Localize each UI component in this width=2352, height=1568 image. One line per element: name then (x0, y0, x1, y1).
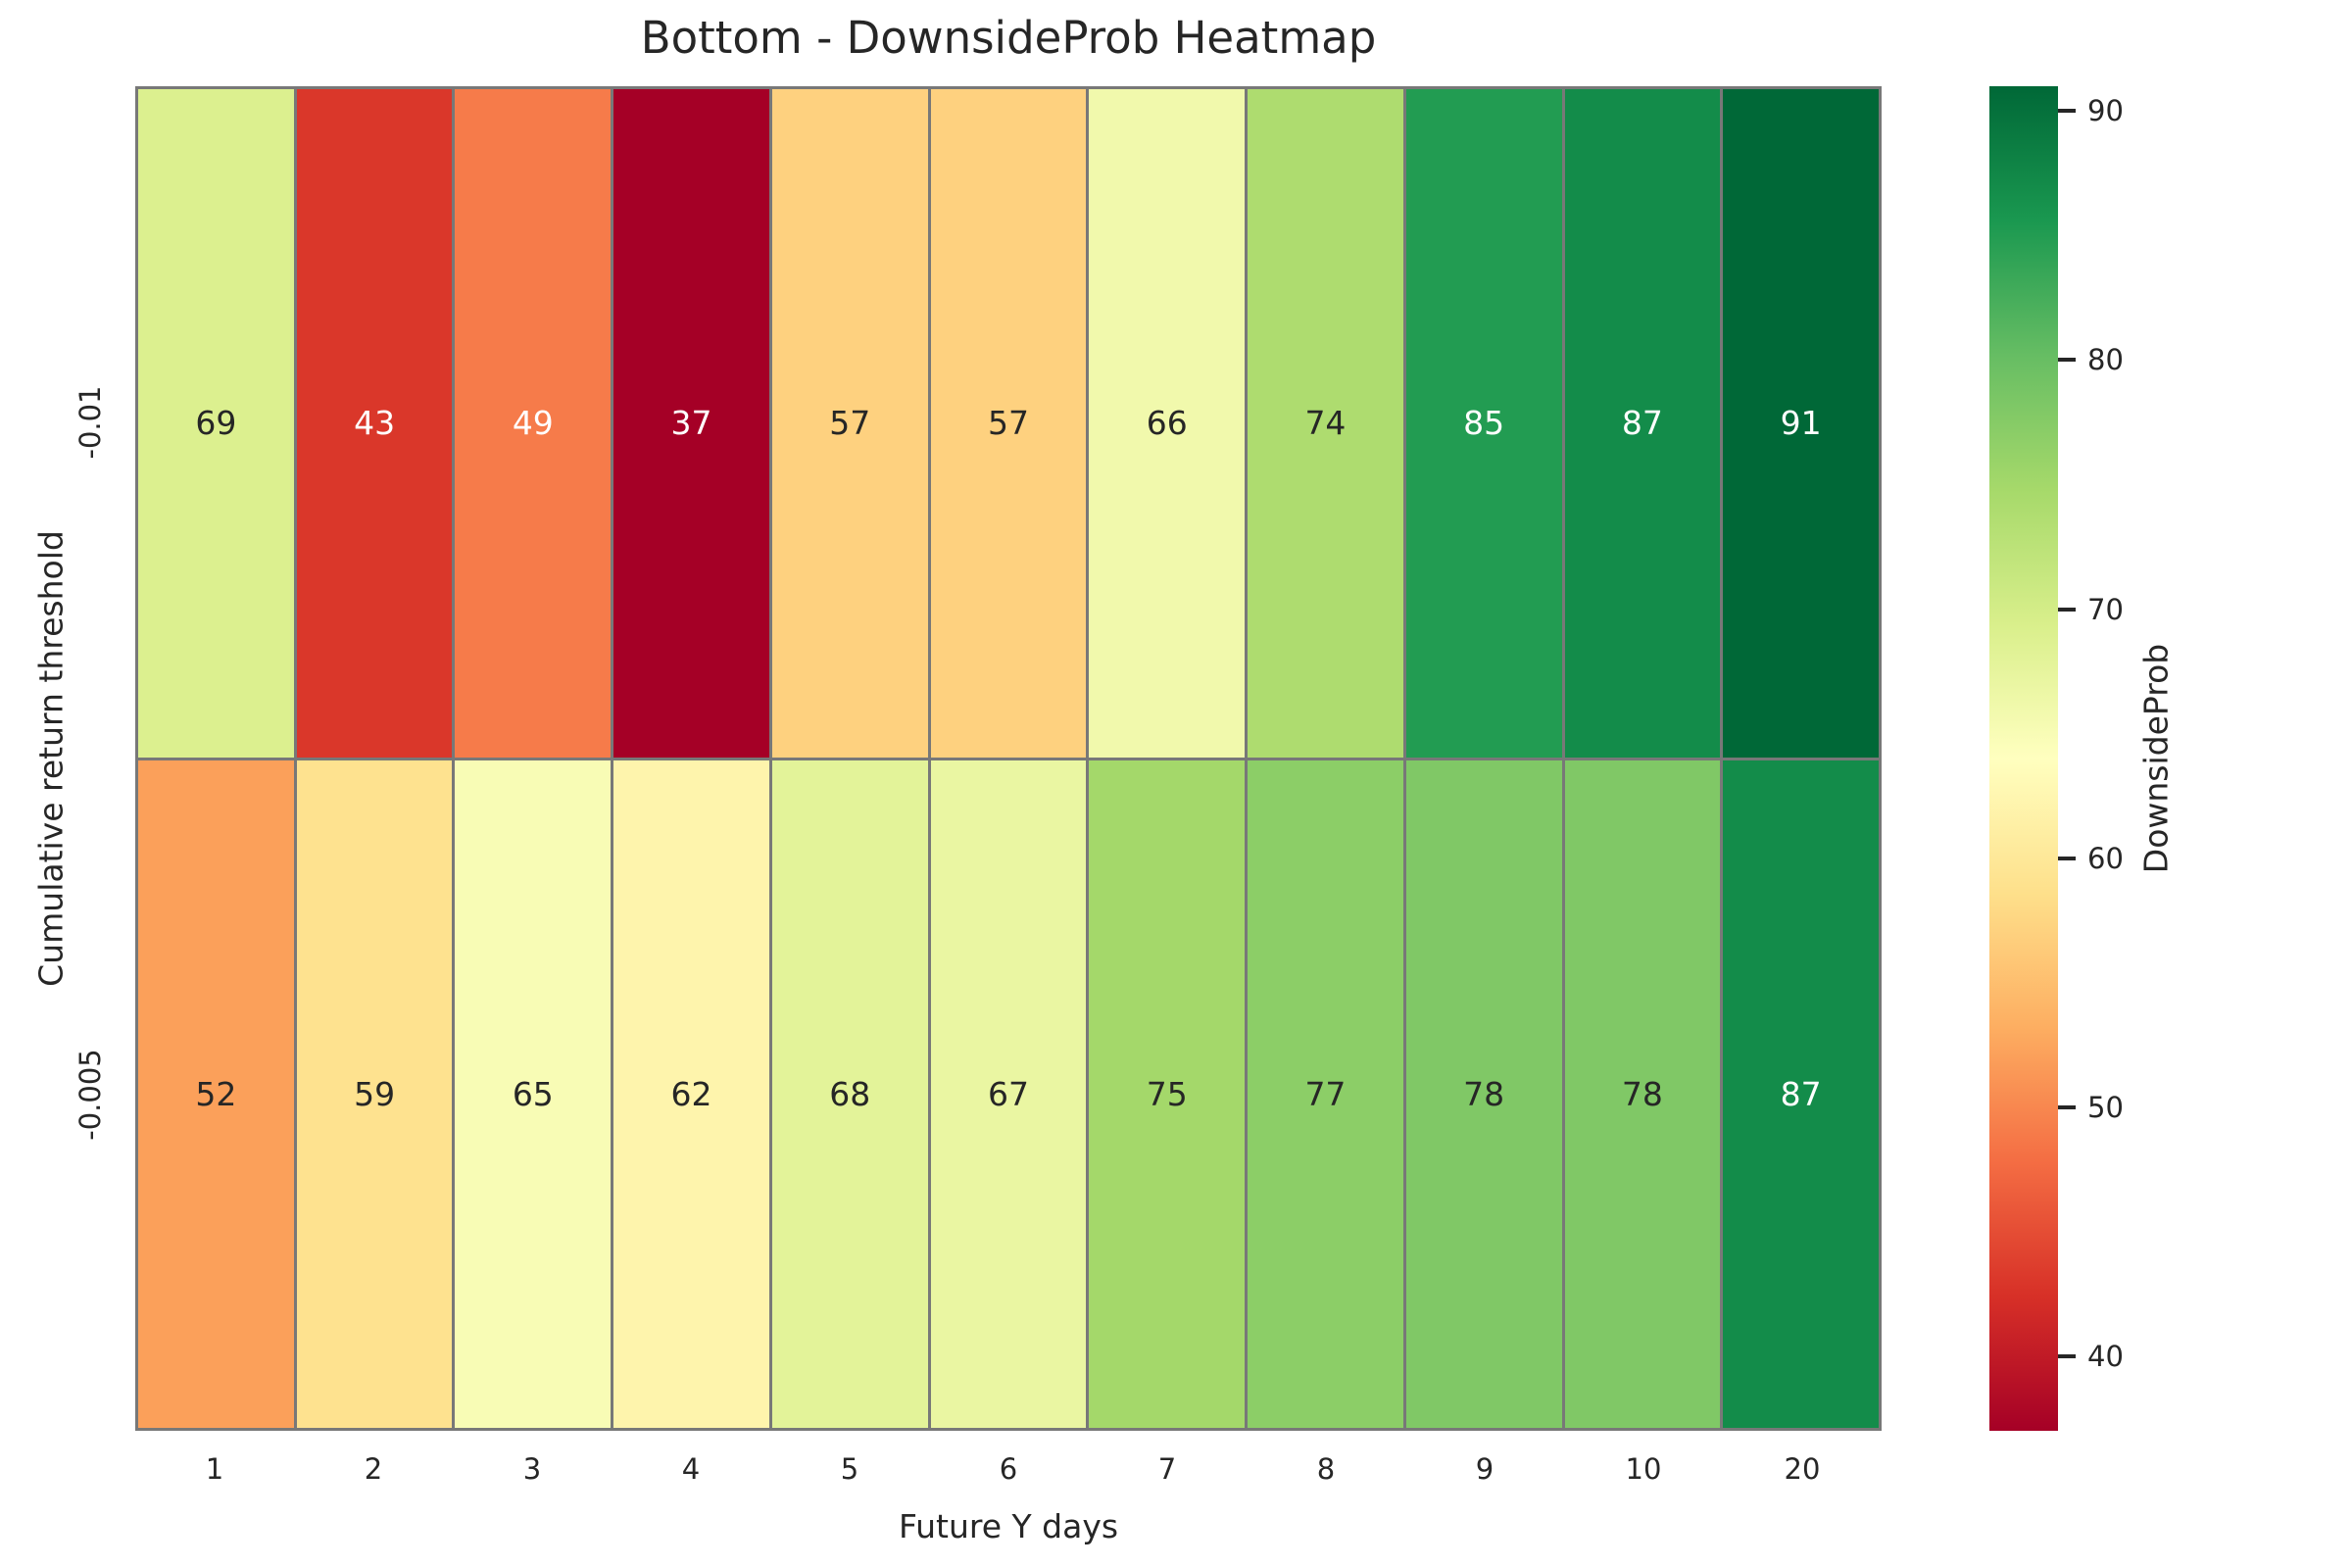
colorbar-tick-label-50: 50 (2087, 1090, 2124, 1124)
heatmap-cell-r0-c7: 74 (1248, 89, 1403, 758)
x-tick-label-2: 2 (364, 1452, 383, 1486)
x-tick-label-1: 1 (205, 1452, 224, 1486)
colorbar-tick-mark-90 (2058, 109, 2076, 114)
x-tick-label-10: 10 (1625, 1452, 1662, 1486)
x-tick-label-6: 6 (999, 1452, 1018, 1486)
colorbar-tick-mark-50 (2058, 1104, 2076, 1109)
colorbar-gradient (1989, 86, 2058, 1431)
heatmap-cell-r1-c0: 52 (138, 760, 294, 1428)
heatmap-cell-r0-c4: 57 (771, 89, 928, 758)
heatmap-cell-r1-c3: 62 (613, 760, 769, 1428)
x-tick-label-3: 3 (522, 1452, 542, 1486)
colorbar-tick-label-70: 70 (2087, 592, 2124, 626)
colorbar-tick-mark-70 (2058, 607, 2076, 612)
y-tick-label-row2: -0.005 (74, 1049, 107, 1141)
x-axis-tick-labels: 1 2 3 4 5 6 7 8 9 10 20 (135, 1452, 1882, 1486)
colorbar-tick-label-60: 60 (2087, 841, 2124, 875)
heatmap-cell-r1-c2: 65 (455, 760, 612, 1428)
x-axis-label: Future Y days (898, 1507, 1119, 1545)
heatmap-cell-r0-c5: 57 (930, 89, 1087, 758)
heatmap-cell-r1-c1: 59 (296, 760, 453, 1428)
colorbar-tick-mark-80 (2058, 358, 2076, 363)
colorbar-tick-mark-40 (2058, 1353, 2076, 1358)
heatmap-cell-r1-c5: 67 (930, 760, 1087, 1428)
heatmap-cell-r1-c4: 68 (771, 760, 928, 1428)
colorbar-label: DownsideProb (2136, 643, 2176, 874)
y-axis-label: Cumulative return threshold (31, 530, 71, 987)
x-tick-label-8: 8 (1316, 1452, 1336, 1486)
chart-title: Bottom - DownsideProb Heatmap (640, 12, 1377, 64)
x-tick-label-7: 7 (1157, 1452, 1177, 1486)
heatmap-cell-r1-c8: 78 (1405, 760, 1562, 1428)
x-tick-label-4: 4 (681, 1452, 701, 1486)
heatmap-cell-r0-c3: 37 (613, 89, 769, 758)
colorbar-tick-label-80: 80 (2087, 343, 2124, 377)
colorbar-tick-label-40: 40 (2087, 1339, 2124, 1373)
heatmap-cell-r1-c7: 77 (1248, 760, 1403, 1428)
heatmap-cell-r0-c1: 43 (296, 89, 453, 758)
colorbar-tick-mark-60 (2058, 856, 2076, 860)
y-tick-label-row1: -0.01 (74, 385, 107, 460)
heatmap-cell-r0-c6: 66 (1089, 89, 1246, 758)
heatmap-cell-r1-c6: 75 (1089, 760, 1246, 1428)
heatmap-cell-r0-c0: 69 (138, 89, 294, 758)
colorbar-tick-label-90: 90 (2087, 94, 2124, 128)
heatmap-cell-r0-c8: 85 (1405, 89, 1562, 758)
heatmap-cell-r1-c10: 87 (1723, 760, 1879, 1428)
heatmap-cell-r1-c9: 78 (1564, 760, 1721, 1428)
x-tick-label-5: 5 (840, 1452, 859, 1486)
x-tick-label-9: 9 (1475, 1452, 1494, 1486)
heatmap-cell-r0-c2: 49 (455, 89, 612, 758)
heatmap-grid: 69 43 49 37 57 57 66 74 85 87 91 52 59 65 62 68 67 75 77 78… (135, 86, 1882, 1431)
heatmap-cell-r0-c10: 91 (1723, 89, 1879, 758)
heatmap-cell-r0-c9: 87 (1564, 89, 1721, 758)
x-tick-label-20: 20 (1784, 1452, 1821, 1486)
